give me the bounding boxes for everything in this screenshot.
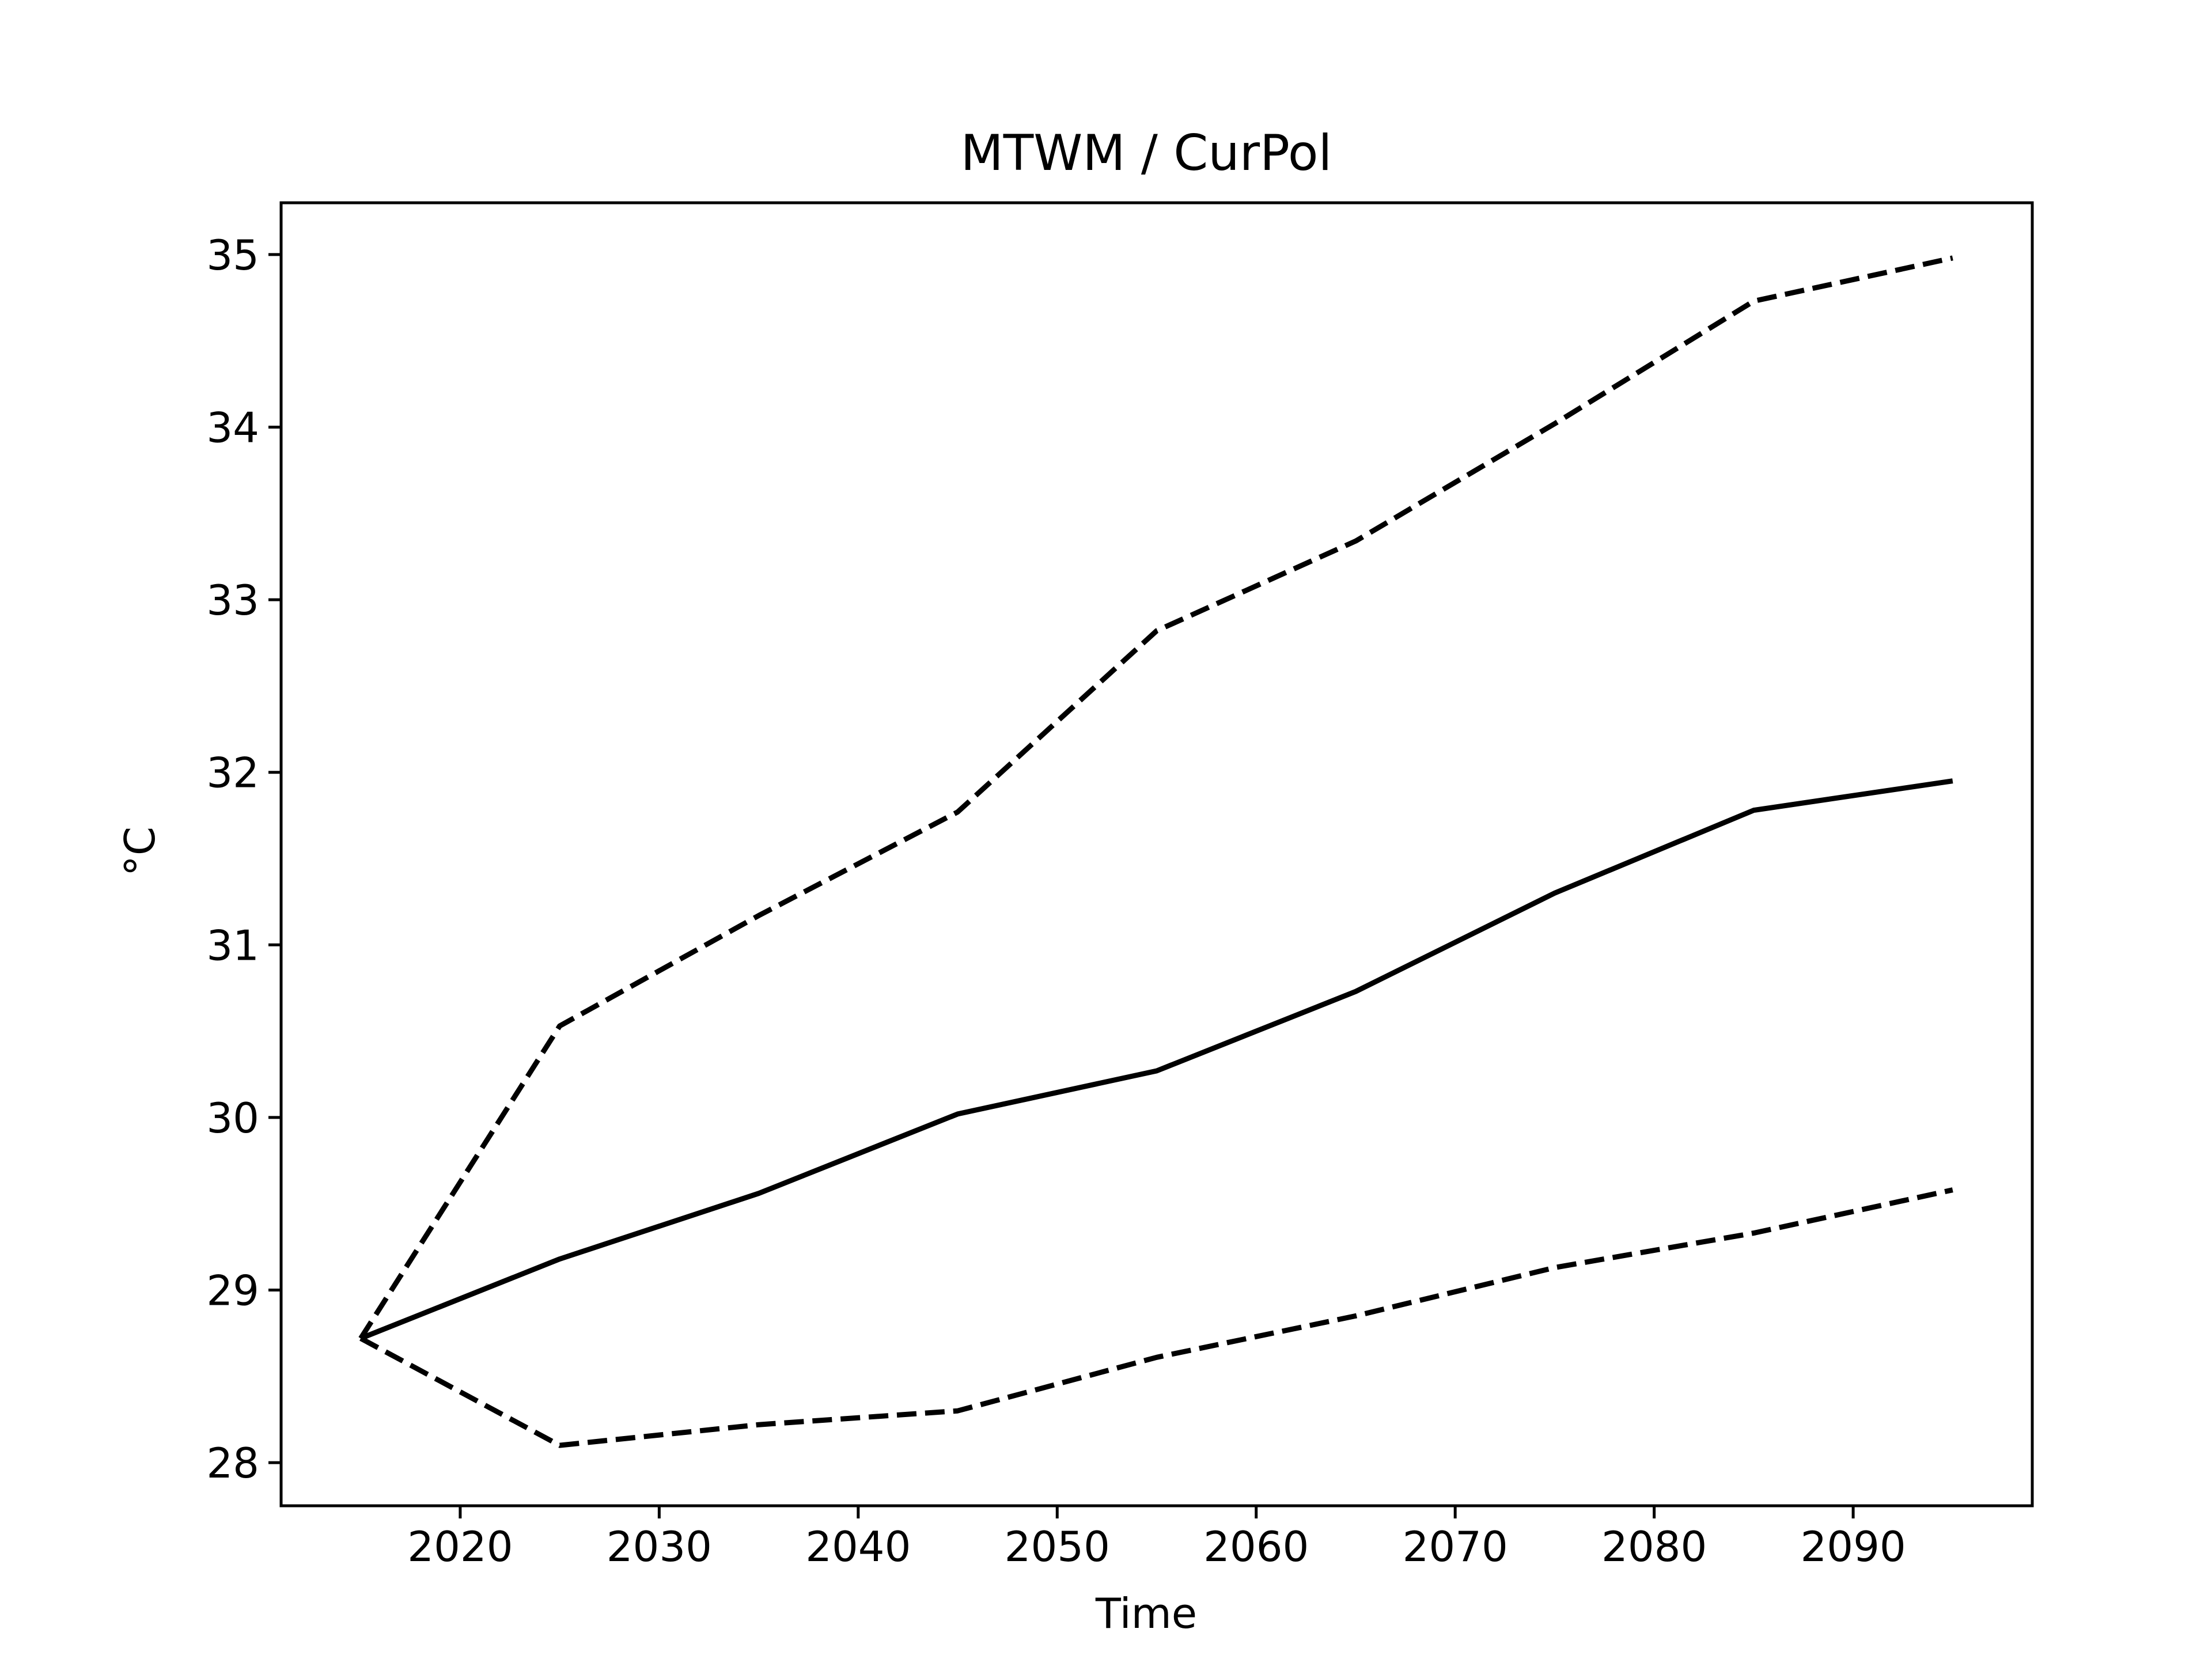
y-tick-label: 34 — [206, 403, 259, 452]
x-tick-label: 2070 — [1403, 1522, 1508, 1571]
dashed-series-line-0 — [358, 255, 1953, 1340]
x-tick-label: 2080 — [1601, 1522, 1707, 1571]
y-tick-label: 35 — [206, 231, 259, 279]
y-tick-label: 28 — [206, 1439, 259, 1487]
chart-title: MTWM / CurPol — [961, 124, 1332, 182]
y-tick-label: 29 — [206, 1266, 259, 1315]
x-tick-label: 2020 — [407, 1522, 513, 1571]
y-tick-label: 33 — [206, 576, 259, 624]
x-tick-label: 2040 — [805, 1522, 911, 1571]
plot-area-frame — [279, 201, 2034, 1508]
x-axis-label: Time — [1095, 1589, 1197, 1638]
solid-series-line-1 — [359, 778, 1953, 1341]
y-tick-label: 30 — [206, 1094, 259, 1142]
dashed-series-line-2 — [359, 1187, 1953, 1448]
x-axis: 2020 2030 2040 2050 2060 2070 2080 2090 — [407, 1506, 1906, 1571]
y-tick-label: 32 — [206, 749, 259, 797]
x-tick-label: 2060 — [1203, 1522, 1309, 1571]
x-tick-label: 2030 — [607, 1522, 712, 1571]
y-axis: 28 29 30 31 32 33 34 35 — [206, 231, 281, 1487]
series-group — [358, 255, 1953, 1448]
x-tick-label: 2050 — [1005, 1522, 1110, 1571]
x-tick-label: 2090 — [1800, 1522, 1906, 1571]
y-axis-label: °C — [116, 827, 164, 876]
y-tick-label: 31 — [206, 921, 259, 969]
